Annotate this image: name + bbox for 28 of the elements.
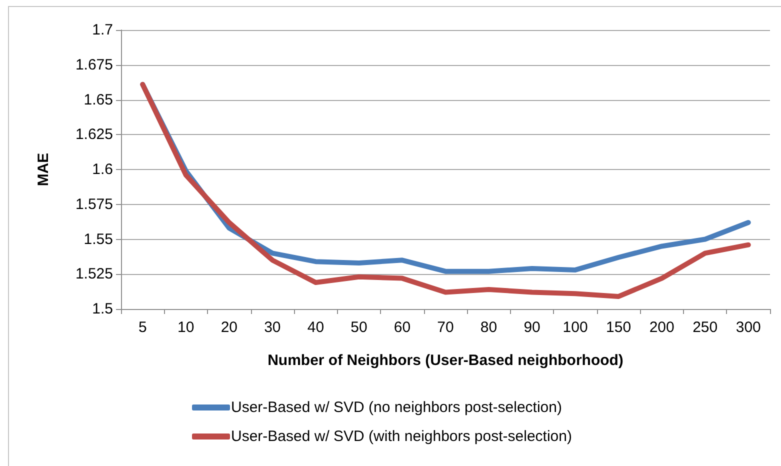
y-tick-label: 1.675 [75,56,113,74]
x-tick-label: 100 [562,319,588,336]
x-tick-label: 300 [736,319,761,336]
y-tick-label: 1.5 [92,300,113,318]
y-tick-label: 1.575 [75,196,113,213]
x-tick-label: 10 [178,319,194,336]
x-tick-label: 50 [350,319,368,336]
y-tick-label: 1.6 [92,161,113,178]
x-tick-label: 40 [307,319,324,336]
x-axis-title: Number of Neighbors (User-Based neighborhood) [268,352,624,369]
x-tick-label: 250 [692,319,718,336]
x-tick-label: 90 [524,319,540,336]
x-tick-label: 30 [264,319,281,336]
x-tick-label: 60 [394,319,411,336]
y-tick-label: 1.525 [75,266,113,283]
x-tick-label: 20 [220,319,238,336]
x-tick-label: 5 [138,319,147,336]
x-tick-label: 150 [606,319,632,336]
legend-label: User-Based w/ SVD (no neighbors post-selection) [231,399,562,416]
y-tick-label: 1.55 [84,230,113,248]
x-tick-label: 80 [480,319,498,336]
y-tick-label: 1.65 [84,91,113,108]
y-axis-title: MAE [35,152,52,186]
x-tick-label: 200 [649,319,674,336]
y-tick-label: 1.625 [75,126,113,144]
y-tick-label: 1.7 [92,22,113,38]
x-tick-label: 70 [437,319,454,336]
legend-label: User-Based w/ SVD (with neighbors post-selection) [231,428,572,445]
